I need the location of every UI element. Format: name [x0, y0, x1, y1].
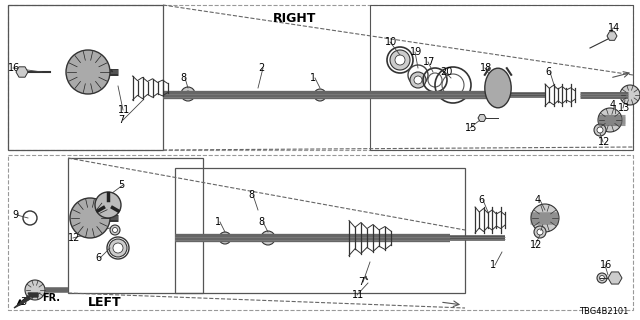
Ellipse shape — [485, 68, 511, 108]
Polygon shape — [607, 32, 617, 40]
Circle shape — [410, 72, 426, 88]
Text: 19: 19 — [410, 47, 422, 57]
Text: 3: 3 — [20, 297, 26, 307]
Text: 11: 11 — [352, 290, 364, 300]
Circle shape — [25, 280, 45, 300]
Text: 6: 6 — [545, 67, 551, 77]
Text: 11: 11 — [118, 105, 131, 115]
Circle shape — [531, 204, 559, 232]
Text: 15: 15 — [465, 123, 477, 133]
Text: 18: 18 — [480, 63, 492, 73]
Polygon shape — [16, 67, 28, 77]
Text: 1: 1 — [215, 217, 221, 227]
Text: 16: 16 — [8, 63, 20, 73]
Text: 14: 14 — [608, 23, 620, 33]
Text: 12: 12 — [530, 240, 542, 250]
Bar — [8, 155, 633, 310]
Circle shape — [594, 124, 606, 136]
Text: RIGHT: RIGHT — [273, 12, 317, 25]
Text: 4: 4 — [535, 195, 541, 205]
Circle shape — [181, 87, 195, 101]
Circle shape — [113, 243, 123, 253]
Polygon shape — [478, 115, 486, 122]
Text: 5: 5 — [118, 180, 124, 190]
Circle shape — [109, 239, 127, 257]
Text: 7: 7 — [118, 115, 124, 125]
Circle shape — [265, 235, 271, 241]
Text: 17: 17 — [423, 57, 435, 67]
Text: 6: 6 — [95, 253, 101, 263]
Text: 8: 8 — [180, 73, 186, 83]
Text: 9: 9 — [12, 210, 18, 220]
Circle shape — [66, 50, 110, 94]
Circle shape — [597, 127, 603, 133]
Circle shape — [537, 229, 543, 235]
Text: LEFT: LEFT — [88, 295, 122, 308]
Circle shape — [219, 232, 231, 244]
Text: 6: 6 — [478, 195, 484, 205]
Bar — [68, 158, 203, 293]
Circle shape — [95, 192, 121, 218]
Circle shape — [110, 225, 120, 235]
Bar — [8, 5, 633, 150]
Bar — [175, 168, 465, 293]
Circle shape — [70, 198, 110, 238]
Text: 16: 16 — [600, 260, 612, 270]
Text: 10: 10 — [385, 37, 397, 47]
Circle shape — [414, 76, 422, 84]
Circle shape — [390, 50, 410, 70]
Text: 2: 2 — [258, 63, 264, 73]
Circle shape — [113, 228, 118, 233]
Text: 13: 13 — [618, 103, 630, 113]
Bar — [8, 5, 163, 150]
Text: 7: 7 — [358, 277, 364, 287]
Polygon shape — [608, 272, 622, 284]
Text: 12: 12 — [68, 233, 81, 243]
Text: 20: 20 — [440, 67, 452, 77]
Text: 1: 1 — [310, 73, 316, 83]
Circle shape — [261, 231, 275, 245]
Circle shape — [222, 235, 228, 241]
Bar — [370, 5, 633, 150]
Circle shape — [314, 89, 326, 101]
Circle shape — [317, 92, 323, 98]
Circle shape — [534, 226, 546, 238]
Text: 8: 8 — [248, 190, 254, 200]
Circle shape — [620, 85, 640, 105]
Text: FR.: FR. — [42, 293, 60, 303]
Text: TBG4B2101: TBG4B2101 — [579, 308, 628, 316]
Text: 1: 1 — [490, 260, 496, 270]
Polygon shape — [14, 293, 38, 308]
Text: 8: 8 — [258, 217, 264, 227]
Circle shape — [597, 273, 607, 283]
Text: 12: 12 — [598, 137, 611, 147]
Circle shape — [395, 55, 405, 65]
Circle shape — [600, 276, 605, 281]
Text: 4: 4 — [610, 100, 616, 110]
Circle shape — [185, 91, 191, 97]
Circle shape — [598, 108, 622, 132]
